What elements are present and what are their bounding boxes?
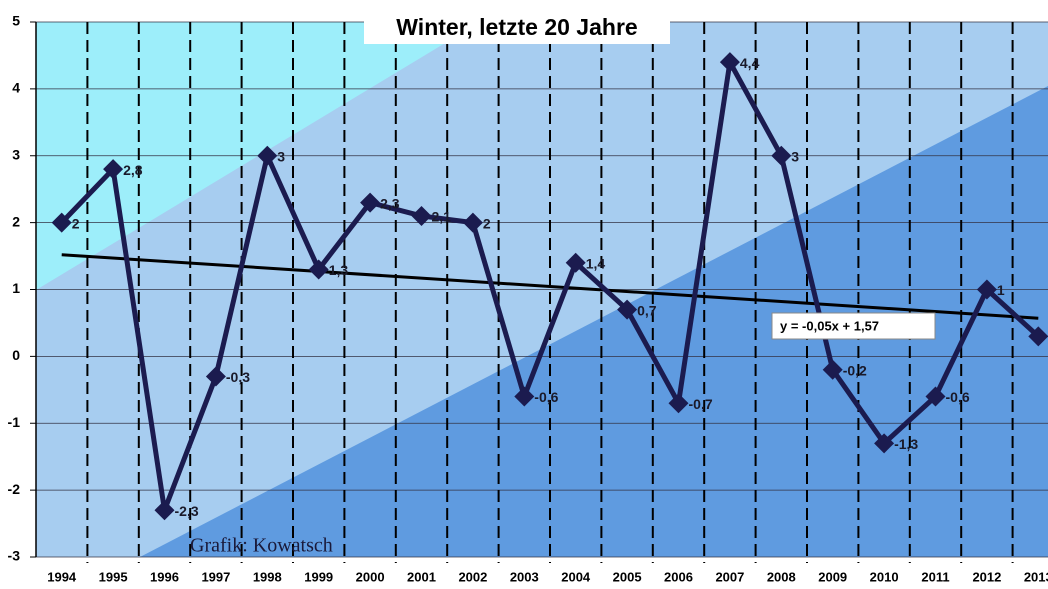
x-tick-label: 1997 bbox=[201, 569, 230, 584]
marker bbox=[103, 159, 124, 180]
data-label: 2,3 bbox=[380, 195, 400, 211]
y-tick-label: 1 bbox=[12, 280, 20, 296]
data-label: 2,8 bbox=[123, 162, 143, 178]
x-tick-label: 2002 bbox=[458, 569, 487, 584]
marker bbox=[514, 386, 535, 407]
x-tick-label: 2010 bbox=[870, 569, 899, 584]
x-tick-label: 1995 bbox=[99, 569, 128, 584]
y-tick-label: 4 bbox=[12, 80, 20, 96]
x-tick-label: 2006 bbox=[664, 569, 693, 584]
marker bbox=[771, 145, 792, 166]
marker bbox=[154, 500, 175, 521]
data-label: 2,1 bbox=[432, 209, 452, 225]
y-tick-label: 0 bbox=[12, 347, 20, 363]
marker bbox=[360, 192, 381, 213]
marker bbox=[617, 299, 638, 320]
marker bbox=[308, 259, 329, 280]
credit: Grafik: Kowatsch bbox=[190, 535, 333, 557]
x-tick-label: 1998 bbox=[253, 569, 282, 584]
x-tick-label: 1996 bbox=[150, 569, 179, 584]
x-tick-label: 2009 bbox=[818, 569, 847, 584]
y-tick-label: 2 bbox=[12, 213, 20, 229]
x-tick-label: 1999 bbox=[304, 569, 333, 584]
x-tick-label: 2013 bbox=[1024, 569, 1048, 584]
x-tick-label: 2001 bbox=[407, 569, 436, 584]
data-label: 1 bbox=[997, 282, 1005, 298]
series-line bbox=[59, 59, 1040, 513]
marker bbox=[925, 386, 946, 407]
trend-label: y = -0,05x + 1,57 bbox=[780, 318, 879, 333]
data-label: -0,2 bbox=[843, 362, 867, 378]
trend-label-box bbox=[771, 312, 936, 340]
marker bbox=[411, 205, 432, 226]
trendline bbox=[61, 253, 1039, 320]
data-label: 0,7 bbox=[637, 302, 657, 318]
data-label: 4,4 bbox=[740, 55, 760, 71]
data-label: -2,3 bbox=[175, 503, 199, 519]
y-tick-label: 5 bbox=[12, 13, 20, 29]
data-label: -1,3 bbox=[894, 436, 918, 452]
data-label: 3 bbox=[277, 148, 285, 164]
x-tick-label: 2000 bbox=[356, 569, 385, 584]
data-label: 2 bbox=[483, 215, 491, 231]
marker bbox=[822, 359, 843, 380]
data-label: 1,4 bbox=[586, 255, 606, 271]
marker bbox=[565, 252, 586, 273]
data-label: 3 bbox=[791, 148, 799, 164]
marker bbox=[205, 366, 226, 387]
x-tick-label: 2007 bbox=[715, 569, 744, 584]
chart-title: Winter, letzte 20 Jahre bbox=[396, 14, 637, 40]
marker bbox=[462, 212, 483, 233]
data-label: -0,6 bbox=[946, 389, 970, 405]
x-tick-label: 1994 bbox=[47, 569, 77, 584]
x-tick-label: 2004 bbox=[561, 569, 591, 584]
data-label: -0,6 bbox=[534, 389, 558, 405]
marker bbox=[874, 433, 895, 454]
x-tick-label: 2011 bbox=[921, 569, 949, 584]
marker bbox=[51, 212, 72, 233]
marker bbox=[719, 52, 740, 73]
title-box bbox=[364, 12, 670, 44]
y-tick-label: -1 bbox=[8, 414, 21, 430]
data-label: 1,3 bbox=[329, 262, 349, 278]
x-tick-label: 2005 bbox=[613, 569, 642, 584]
marker bbox=[668, 393, 689, 414]
x-tick-label: 2008 bbox=[767, 569, 796, 584]
marker bbox=[1028, 326, 1048, 347]
y-tick-label: -2 bbox=[8, 481, 21, 497]
data-label: -0,3 bbox=[226, 369, 250, 385]
x-tick-label: 2012 bbox=[972, 569, 1001, 584]
y-tick-label: -3 bbox=[8, 548, 21, 564]
y-tick-label: 3 bbox=[12, 146, 20, 162]
data-label: -0,7 bbox=[689, 396, 713, 412]
x-tick-label: 2003 bbox=[510, 569, 539, 584]
marker bbox=[257, 145, 278, 166]
data-label: 2 bbox=[72, 215, 80, 231]
marker bbox=[976, 279, 997, 300]
